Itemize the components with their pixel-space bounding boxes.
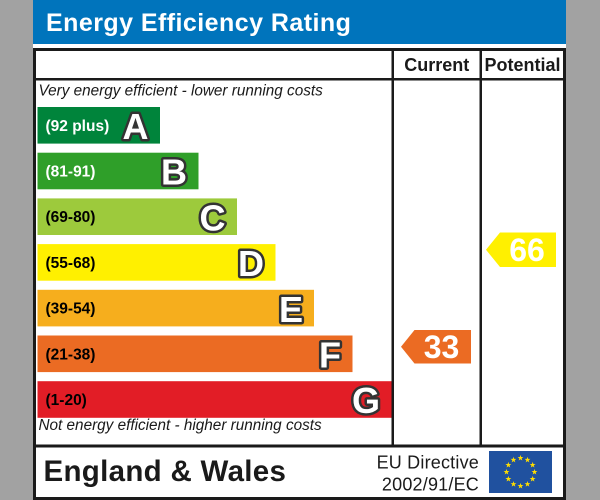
svg-text:E: E — [279, 289, 303, 330]
svg-text:(69-80): (69-80) — [46, 209, 96, 226]
svg-text:G: G — [352, 380, 380, 421]
svg-text:(92 plus): (92 plus) — [46, 118, 110, 135]
svg-text:Not energy efficient - higher: Not energy efficient - higher running co… — [39, 417, 322, 434]
svg-text:(21-38): (21-38) — [46, 346, 96, 363]
svg-text:(81-91): (81-91) — [46, 164, 96, 181]
svg-text:D: D — [238, 243, 264, 284]
svg-text:(39-54): (39-54) — [46, 301, 96, 318]
svg-text:EU Directive: EU Directive — [377, 453, 479, 473]
svg-text:2002/91/EC: 2002/91/EC — [382, 475, 479, 495]
svg-text:C: C — [200, 197, 226, 238]
svg-text:66: 66 — [509, 232, 545, 268]
svg-text:Potential: Potential — [484, 55, 560, 75]
svg-text:A: A — [123, 106, 149, 147]
svg-text:Energy Efficiency Rating: Energy Efficiency Rating — [46, 9, 351, 37]
svg-text:F: F — [319, 335, 341, 376]
svg-text:(1-20): (1-20) — [46, 392, 87, 409]
svg-text:Current: Current — [404, 55, 469, 75]
svg-text:England & Wales: England & Wales — [44, 455, 287, 488]
svg-text:(55-68): (55-68) — [46, 255, 96, 272]
svg-text:33: 33 — [424, 329, 460, 365]
svg-text:B: B — [161, 152, 187, 193]
svg-text:Very energy efficient - lower: Very energy efficient - lower running co… — [39, 83, 324, 100]
